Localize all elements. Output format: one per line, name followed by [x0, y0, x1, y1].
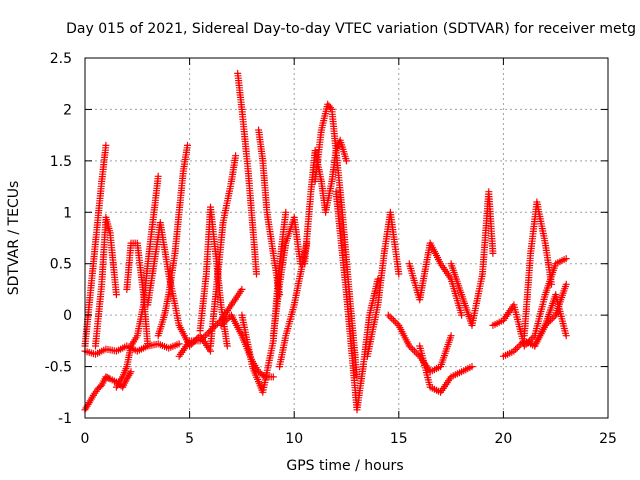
data-point	[458, 311, 466, 319]
series-sat-d	[92, 213, 120, 350]
series-sat-g	[154, 141, 191, 340]
data-point	[327, 104, 334, 112]
data-point	[144, 342, 152, 350]
x-tick-label: 5	[185, 431, 194, 447]
series-sat-n	[238, 208, 290, 396]
data-point	[547, 316, 554, 324]
data-point	[374, 275, 382, 283]
y-axis-label: SDTVAR / TECUs	[6, 181, 22, 296]
data-point	[224, 315, 232, 323]
data-point	[562, 332, 570, 340]
data-point	[127, 368, 135, 376]
data-point	[414, 351, 422, 359]
data-point	[468, 363, 476, 371]
data-point	[407, 344, 415, 352]
data-point	[409, 345, 417, 353]
data-point	[112, 291, 120, 299]
series-sat-ab	[520, 198, 555, 340]
data-point	[391, 318, 399, 326]
data-point	[253, 270, 260, 278]
data-point	[343, 157, 350, 165]
data-point	[395, 270, 403, 278]
x-tick-label: 20	[494, 431, 512, 447]
x-axis-label: GPS time / hours	[286, 458, 403, 474]
data-point	[201, 332, 209, 340]
data-point	[513, 344, 521, 352]
series-sat-q	[276, 239, 311, 371]
data-point	[198, 335, 206, 343]
series-sat-p	[269, 213, 304, 340]
series-sat-t	[332, 188, 382, 414]
y-tick-label: 1	[63, 205, 72, 221]
data-point	[519, 339, 527, 347]
y-tick-label: -0.5	[45, 360, 72, 376]
data-point	[269, 373, 277, 381]
y-tick-label: 1.5	[50, 154, 72, 170]
series-sat-ac	[531, 291, 570, 350]
x-tick-label: 10	[285, 431, 303, 447]
y-tick-label: 0	[63, 308, 72, 324]
series-sat-f	[123, 239, 152, 350]
data-point	[223, 342, 231, 350]
data-point	[232, 152, 240, 160]
series-sat-y	[447, 188, 497, 329]
data-point	[447, 332, 455, 340]
data-point	[510, 347, 518, 355]
y-tick-label: 2	[63, 102, 72, 118]
y-tick-label: 0.5	[50, 257, 72, 273]
data-point	[393, 320, 401, 328]
axis-ticks: 0 5 10 15 20 25 -1 -0.5 0 0.5 1 1.5 2 2.5	[45, 51, 617, 447]
data-marks	[81, 69, 570, 414]
series-sat-b	[81, 141, 110, 350]
data-point	[489, 249, 497, 257]
data-point	[175, 340, 183, 348]
data-point	[515, 342, 523, 350]
chart-title: Day 015 of 2021, Sidereal Day-to-day VTE…	[66, 21, 636, 37]
data-point	[282, 208, 290, 216]
data-point	[105, 374, 113, 382]
series-sat-j	[196, 203, 231, 350]
data-point	[562, 255, 570, 263]
x-tick-label: 0	[81, 431, 90, 447]
data-point	[388, 315, 396, 323]
data-point	[184, 141, 191, 149]
data-point	[390, 316, 398, 324]
series-sat-w	[405, 239, 466, 319]
series-sat-l	[234, 69, 260, 278]
data-point	[386, 313, 394, 321]
series-sat-e	[112, 172, 162, 391]
y-tick-label: -1	[58, 411, 72, 427]
series-sat-m	[217, 311, 277, 381]
series-sat-x	[416, 342, 476, 396]
plot-frame	[84, 57, 609, 419]
data-point	[527, 335, 535, 343]
series-sat-k	[207, 152, 240, 350]
data-point	[221, 318, 228, 326]
series-sat-u	[363, 208, 403, 360]
data-point	[384, 311, 392, 319]
data-point	[154, 172, 162, 180]
data-point	[102, 141, 110, 149]
data-point	[217, 321, 225, 329]
x-tick-label: 15	[390, 431, 408, 447]
x-tick-label: 25	[599, 431, 617, 447]
data-point	[512, 345, 520, 353]
data-point	[238, 285, 246, 293]
data-point	[548, 280, 555, 288]
data-point	[205, 328, 213, 336]
data-point	[562, 280, 570, 288]
data-point	[405, 342, 413, 350]
y-tick-label: 2.5	[50, 51, 72, 67]
